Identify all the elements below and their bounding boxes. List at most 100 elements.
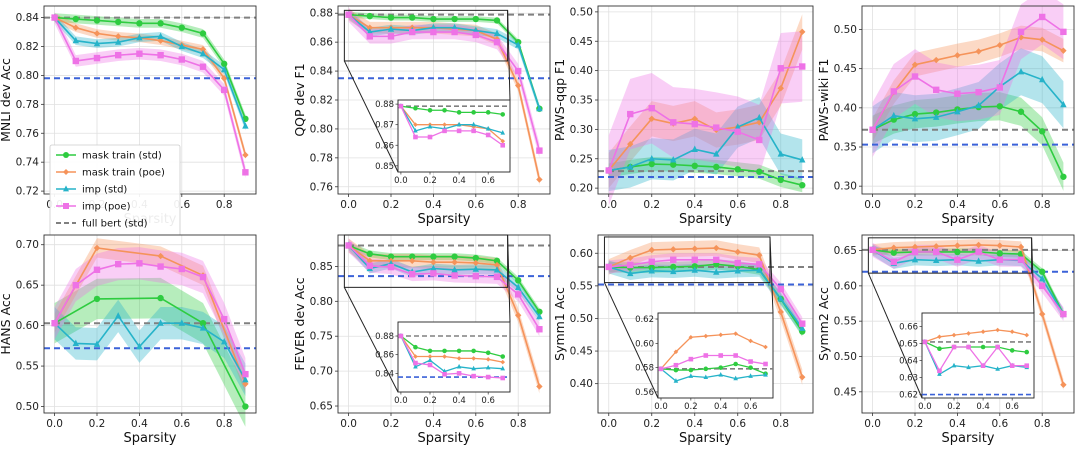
- subplot-4: 0.0 0.2 0.4 0.6 0.8 0.30 0.35 0.40 0.45 0.50 Spars…: [816, 0, 1075, 227]
- marker: [221, 75, 228, 82]
- imp-poe-band: [348, 238, 540, 337]
- mask-std-band: [872, 92, 1064, 191]
- marker: [670, 267, 677, 275]
- marker: [427, 362, 433, 368]
- y-tick-label: 0.60: [570, 248, 593, 260]
- marker: [485, 132, 491, 138]
- marker: [995, 327, 1000, 333]
- plot-frame: [597, 234, 814, 414]
- y-tick-label: 0.50: [570, 6, 593, 18]
- imp-poe-band: [54, 11, 246, 179]
- inset-x-tick-label: 0.0: [654, 402, 668, 412]
- marker: [427, 354, 433, 359]
- inset-x-tick-label: 0.6: [1005, 402, 1019, 412]
- y-tick-label: 0.74: [16, 157, 40, 169]
- marker: [409, 270, 416, 278]
- y-tick-label: 0.76: [16, 128, 40, 140]
- marker: [93, 244, 101, 252]
- marker: [954, 90, 961, 97]
- marker: [718, 365, 724, 370]
- marker: [777, 85, 784, 92]
- marker: [221, 338, 228, 345]
- plot-frame: [597, 5, 814, 195]
- mask-poe-band: [608, 240, 803, 385]
- mask-std-line: [54, 16, 247, 120]
- marker: [975, 257, 982, 264]
- marker: [199, 46, 207, 53]
- x-tick-label: 0.2: [907, 199, 924, 211]
- legend-label-imp-poe: imp (poe): [82, 202, 131, 213]
- marker: [890, 258, 897, 266]
- marker: [1009, 348, 1015, 353]
- inset-imp-poe-line: [400, 105, 504, 146]
- x-axis-label: Sparsity: [679, 431, 732, 446]
- marker: [777, 65, 784, 72]
- marker: [670, 161, 677, 168]
- marker: [756, 113, 763, 121]
- marker: [1060, 47, 1067, 54]
- y-tick-label: 0.50: [570, 313, 593, 325]
- marker: [387, 253, 395, 260]
- marker: [627, 163, 634, 170]
- marker: [451, 259, 458, 266]
- imp-std-line: [608, 266, 803, 329]
- marker: [975, 248, 982, 256]
- marker: [627, 261, 634, 269]
- marker: [713, 124, 720, 131]
- marker: [427, 357, 433, 362]
- plot-area: [862, 6, 1074, 194]
- marker: [713, 256, 720, 263]
- marker: [777, 295, 784, 302]
- x-tick-label: 0.8: [510, 199, 527, 211]
- marker: [387, 263, 395, 271]
- imp-std-line: [872, 70, 1065, 131]
- y-tick-label: 0.55: [834, 316, 857, 328]
- marker: [536, 147, 543, 154]
- marker: [500, 130, 506, 135]
- zoom-connector: [343, 60, 399, 173]
- marker: [427, 348, 433, 354]
- x-tick-label: 0.2: [89, 418, 106, 430]
- marker: [456, 371, 462, 376]
- marker: [515, 291, 522, 298]
- marker: [136, 34, 143, 41]
- marker: [975, 48, 982, 55]
- marker: [922, 339, 928, 345]
- marker: [691, 256, 698, 263]
- marker: [605, 263, 612, 271]
- mask-poe-line: [872, 244, 1065, 385]
- imp-poe-band: [608, 253, 803, 331]
- marker: [471, 110, 476, 115]
- marker: [688, 367, 694, 373]
- marker: [472, 265, 479, 272]
- plot-frame: [337, 5, 551, 195]
- marker: [242, 376, 249, 383]
- marker: [199, 319, 207, 327]
- marker: [136, 260, 143, 267]
- marker: [442, 348, 447, 354]
- inset-imp-std-line: [924, 341, 1027, 376]
- marker: [996, 242, 1003, 249]
- marker: [413, 360, 418, 366]
- marker: [777, 176, 784, 184]
- marker: [1060, 28, 1067, 36]
- marker: [673, 349, 679, 355]
- y-tick-label: 0.80: [310, 296, 333, 308]
- y-tick-label: 0.84: [16, 12, 40, 24]
- marker: [691, 120, 698, 128]
- x-axis-label: Sparsity: [942, 431, 995, 446]
- marker: [472, 259, 479, 267]
- marker: [456, 110, 462, 115]
- marker: [413, 127, 418, 133]
- marker: [756, 136, 763, 144]
- y-tick-label: 0.35: [834, 142, 857, 154]
- marker: [703, 374, 709, 380]
- marker: [413, 122, 418, 127]
- y-tick-label: 0.45: [570, 346, 593, 358]
- inset-x-tick-label: 0.6: [744, 402, 758, 412]
- y-tick-label: 0.80: [310, 123, 333, 135]
- marker: [1060, 100, 1067, 108]
- marker: [472, 15, 479, 23]
- marker: [763, 344, 768, 350]
- inset-x-tick-label: 0.0: [394, 396, 408, 406]
